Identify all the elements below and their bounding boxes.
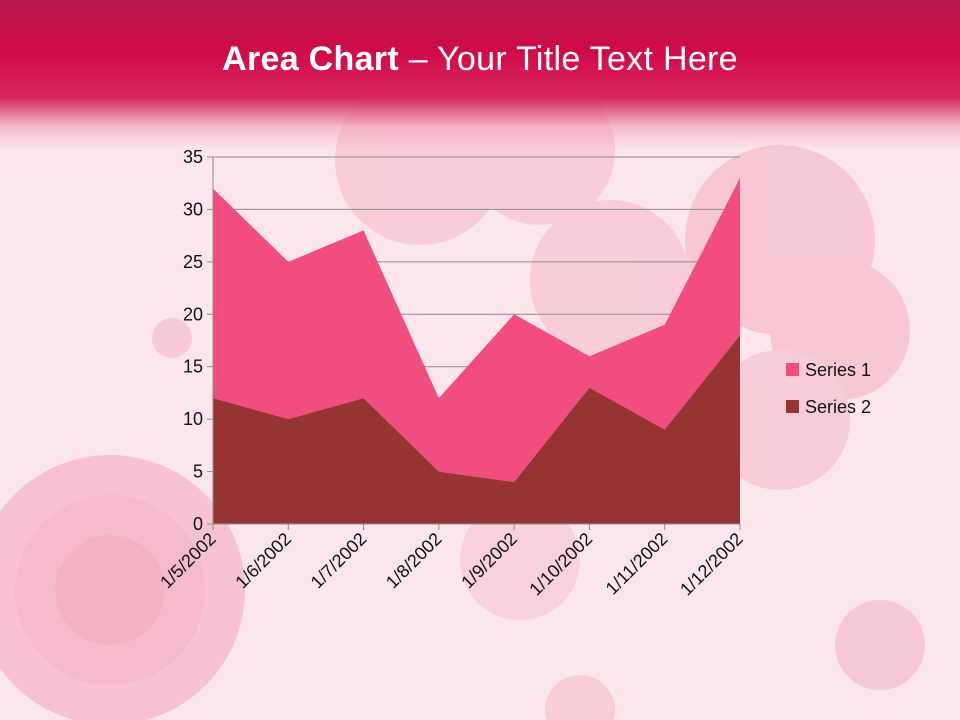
y-tick-label: 10 (183, 409, 203, 429)
x-tick-label: 1/12/2002 (676, 529, 747, 600)
legend-label-series-1: Series 1 (805, 360, 871, 380)
x-tick-label: 1/7/2002 (307, 529, 371, 593)
legend-label-series-2: Series 2 (805, 397, 871, 417)
x-tick-label: 1/5/2002 (156, 529, 220, 593)
title-band (0, 0, 960, 150)
title-regular-part: – Your Title Text Here (398, 40, 738, 78)
y-tick-label: 30 (183, 199, 203, 219)
x-tick-label: 1/9/2002 (457, 529, 521, 593)
x-tick-label: 1/8/2002 (382, 529, 446, 593)
legend-swatch-series-2 (786, 400, 799, 413)
y-tick-label: 20 (183, 304, 203, 324)
x-tick-label: 1/10/2002 (525, 529, 596, 600)
y-tick-label: 35 (183, 147, 203, 167)
x-tick-label: 1/11/2002 (602, 529, 672, 599)
y-tick-label: 25 (183, 252, 203, 272)
slide-title: Area Chart – Your Title Text Here (0, 40, 960, 79)
legend-swatch-series-1 (786, 363, 799, 376)
series-2-area (213, 335, 740, 524)
series-1-area (213, 177, 740, 483)
y-tick-label: 0 (193, 514, 203, 534)
y-tick-label: 15 (183, 357, 203, 377)
title-bold-part: Area Chart (222, 40, 399, 78)
x-tick-label: 1/6/2002 (231, 529, 295, 593)
y-tick-label: 5 (193, 462, 203, 482)
